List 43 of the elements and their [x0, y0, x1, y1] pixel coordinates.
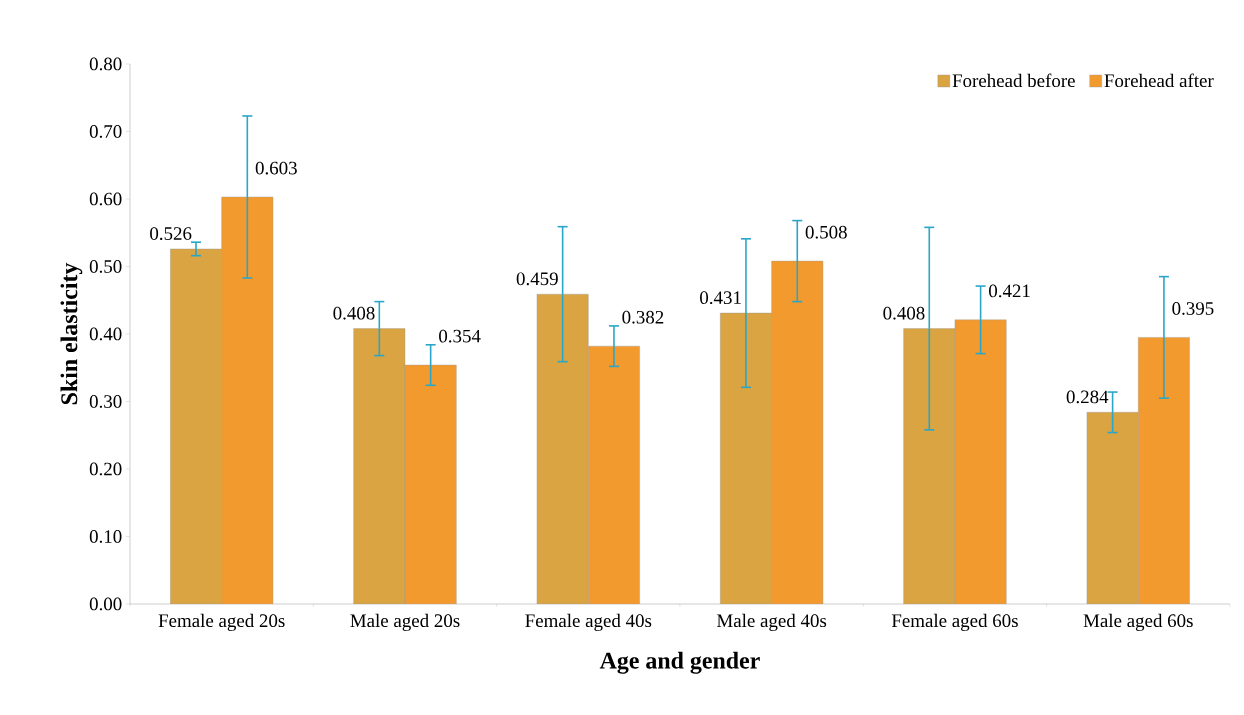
data-label: 0.354 — [439, 329, 481, 343]
y-tick-label: 0.20 — [89, 462, 122, 476]
bar — [1138, 337, 1190, 604]
data-label: 0.408 — [333, 306, 375, 320]
x-tick-label: Male aged 20s — [350, 613, 460, 631]
x-tick-label: Male aged 40s — [716, 613, 827, 631]
bar — [536, 293, 589, 604]
data-label: 0.382 — [622, 310, 664, 324]
bar — [221, 196, 274, 604]
x-axis-title: Age and gender — [599, 651, 760, 674]
data-label: 0.395 — [1172, 302, 1214, 315]
bar — [404, 364, 457, 604]
data-label: 0.603 — [255, 161, 297, 175]
y-tick-label: 0.40 — [89, 327, 122, 341]
data-label: 0.508 — [805, 225, 847, 239]
y-tick-label: 0.10 — [89, 530, 122, 543]
y-tick-label: 0.80 — [89, 57, 122, 71]
y-tick-label: 0.30 — [89, 395, 122, 408]
bar — [353, 328, 406, 604]
data-label: 0.408 — [883, 306, 925, 320]
bar — [903, 328, 956, 604]
bar — [954, 319, 1007, 604]
legend-label: Forehead after — [1104, 73, 1214, 88]
data-label: 0.421 — [989, 284, 1030, 298]
bar — [588, 345, 640, 604]
data-label: 0.431 — [700, 291, 741, 305]
x-tick-label: Female aged 20s — [158, 613, 285, 631]
data-label: 0.284 — [1066, 390, 1109, 404]
y-tick-label: 0.50 — [89, 260, 122, 273]
bar — [720, 312, 772, 604]
y-tick-label: 0.60 — [89, 192, 122, 206]
bar — [1086, 412, 1139, 604]
y-axis-title: Skin elasticity — [60, 262, 83, 405]
x-tick-label: Female aged 60s — [891, 613, 1018, 631]
y-tick-label: 0.00 — [89, 597, 122, 611]
legend-label: Forehead before — [952, 73, 1075, 88]
y-tick-label: 0.70 — [89, 125, 122, 138]
data-label: 0.526 — [150, 227, 192, 240]
x-tick-label: Female aged 40s — [525, 613, 652, 631]
data-label: 0.459 — [516, 272, 558, 286]
x-tick-label: Male aged 60s — [1083, 613, 1193, 631]
bar — [771, 260, 824, 604]
bar — [170, 248, 222, 604]
